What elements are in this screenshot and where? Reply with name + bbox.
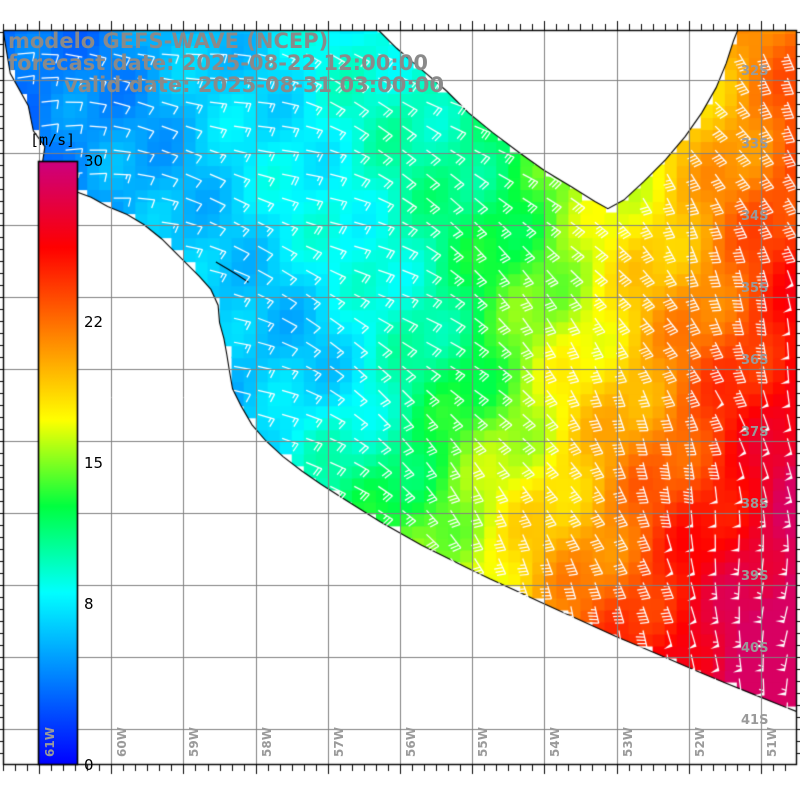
lon-label-57W: 57W bbox=[331, 727, 346, 757]
lat-label-37S: 37S bbox=[741, 424, 769, 440]
lat-label-35S: 35S bbox=[741, 280, 769, 296]
colorbar-tick-8: 8 bbox=[84, 594, 94, 613]
colorbar-tick-15: 15 bbox=[84, 454, 104, 472]
colorbar-tick-30: 30 bbox=[84, 152, 104, 170]
lat-label-34S: 34S bbox=[741, 208, 769, 224]
lon-label-54W: 54W bbox=[548, 727, 563, 757]
lon-label-59W: 59W bbox=[187, 727, 202, 757]
valid-date-label: valid date: 2025-08-31 03:00:00 bbox=[64, 73, 444, 97]
lon-label-56W: 56W bbox=[404, 727, 418, 757]
colorbar-unit-label: [m/s] bbox=[30, 131, 76, 149]
lon-label-52W: 52W bbox=[692, 727, 707, 757]
lon-label-61W: 61W bbox=[43, 727, 58, 757]
colorbar-tick-22: 22 bbox=[84, 313, 104, 332]
forecast-date-label: forecast date: 2025-08-22 12:00:00 bbox=[8, 51, 428, 75]
lat-label-36S: 36S bbox=[741, 352, 769, 368]
lat-label-39S: 39S bbox=[741, 568, 769, 584]
model-title: modelo GEFS-WAVE (NCEP) bbox=[8, 29, 329, 53]
colorbar-tick-0: 0 bbox=[84, 756, 94, 774]
lat-label-41S: 41S bbox=[741, 712, 769, 728]
lon-label-58W: 58W bbox=[259, 727, 274, 757]
lon-label-55W: 55W bbox=[476, 727, 491, 757]
lat-label-32S: 32S bbox=[741, 64, 769, 80]
lat-label-33S: 33S bbox=[741, 136, 769, 152]
lon-label-53W: 53W bbox=[620, 727, 635, 757]
lon-label-51W: 51W bbox=[764, 727, 779, 757]
lat-label-40S: 40S bbox=[741, 640, 769, 656]
lat-label-38S: 38S bbox=[741, 496, 769, 512]
lon-label-60W: 60W bbox=[115, 727, 130, 757]
